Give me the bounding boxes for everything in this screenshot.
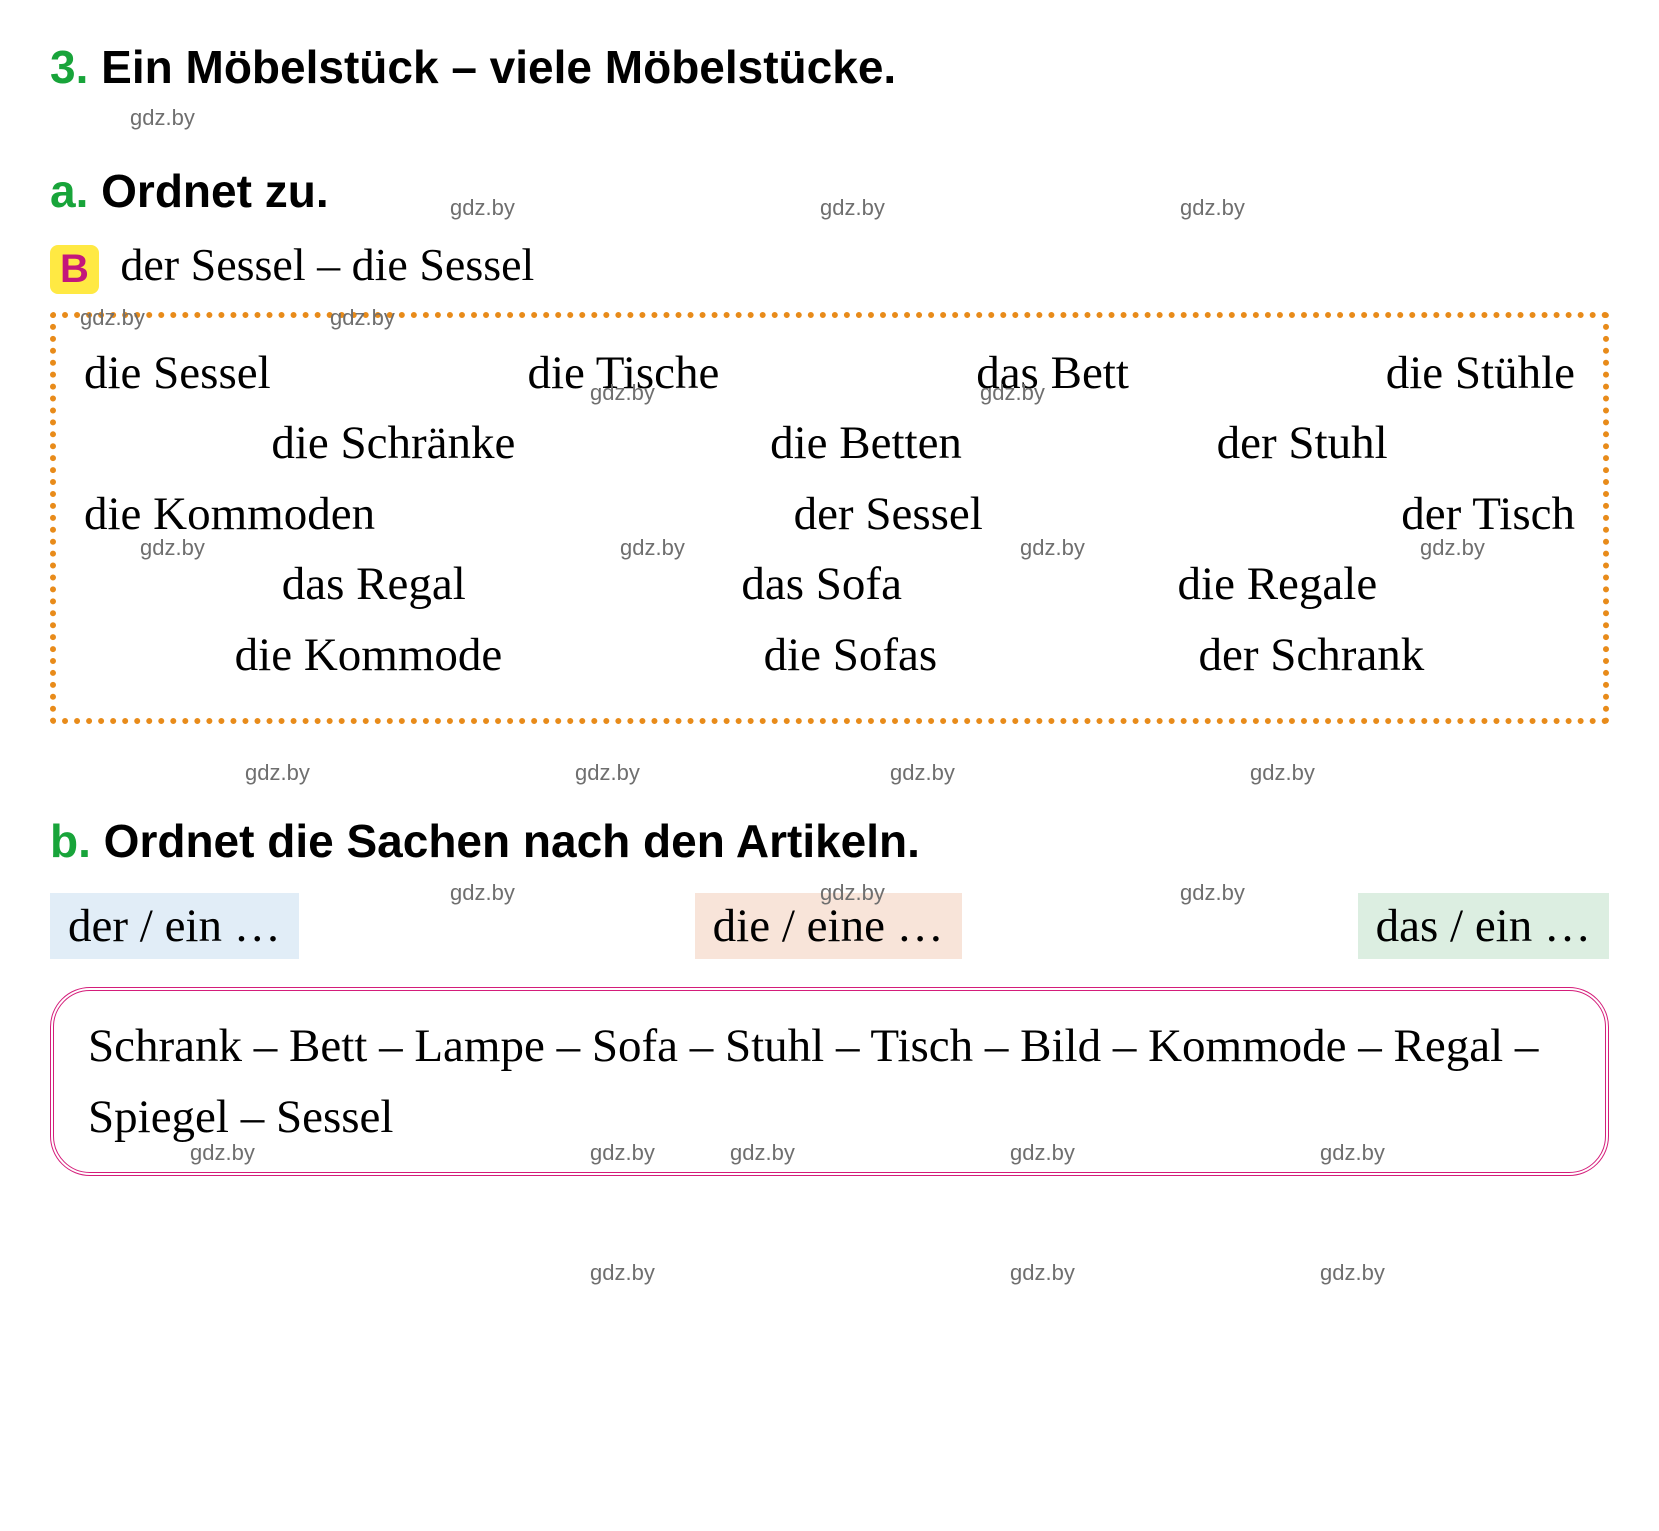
word: die Betten bbox=[770, 408, 962, 479]
watermark: gdz.by bbox=[1320, 1260, 1385, 1286]
watermark: gdz.by bbox=[1010, 1260, 1075, 1286]
watermark: gdz.by bbox=[130, 105, 195, 131]
word-row-2: die Schränke die Betten der Stuhl bbox=[84, 408, 1575, 479]
word: der Tisch bbox=[1401, 479, 1575, 550]
word: die Sofas bbox=[764, 620, 938, 691]
watermark: gdz.by bbox=[1250, 760, 1315, 786]
word: der Sessel bbox=[794, 479, 983, 550]
watermark: gdz.by bbox=[890, 760, 955, 786]
heading-b-text: Ordnet die Sachen nach den Artikeln. bbox=[104, 815, 920, 867]
article-die: die / eine … bbox=[695, 893, 962, 959]
word: der Stuhl bbox=[1217, 408, 1388, 479]
word-row-1: die Sessel die Tische das Bett die Stühl… bbox=[84, 338, 1575, 409]
exercise-number: 3. bbox=[50, 41, 88, 93]
article-row: der / ein … die / eine … das / ein … bbox=[50, 893, 1609, 959]
subpart-letter-b: b. bbox=[50, 815, 91, 867]
word: die Tische bbox=[527, 338, 719, 409]
example-badge: B bbox=[50, 245, 99, 294]
word: die Stühle bbox=[1386, 338, 1575, 409]
word: das Bett bbox=[976, 338, 1129, 409]
heading-a: a. Ordnet zu. bbox=[50, 164, 1609, 218]
article-das: das / ein … bbox=[1358, 893, 1609, 959]
heading-a-text: Ordnet zu. bbox=[101, 165, 328, 217]
word: die Schränke bbox=[271, 408, 515, 479]
watermark: gdz.by bbox=[575, 760, 640, 786]
heading-3-text: Ein Möbelstück – viele Möbelstücke. bbox=[101, 41, 896, 93]
article-der: der / ein … bbox=[50, 893, 299, 959]
noun-list-text: Schrank – Bett – Lampe – Sofa – Stuhl – … bbox=[88, 1020, 1538, 1143]
word: die Sessel bbox=[84, 338, 271, 409]
word: die Regale bbox=[1178, 549, 1378, 620]
word: der Schrank bbox=[1199, 620, 1425, 691]
heading-3: 3. Ein Möbelstück – viele Möbelstücke. bbox=[50, 40, 1609, 94]
word: die Kommoden bbox=[84, 479, 375, 550]
watermark: gdz.by bbox=[590, 1260, 655, 1286]
example-text: der Sessel – die Sessel bbox=[120, 239, 534, 290]
word-row-5: die Kommode die Sofas der Schrank bbox=[84, 620, 1575, 691]
watermark: gdz.by bbox=[245, 760, 310, 786]
noun-list-box: Schrank – Bett – Lampe – Sofa – Stuhl – … bbox=[50, 987, 1609, 1176]
heading-b: b. Ordnet die Sachen nach den Artikeln. bbox=[50, 814, 1609, 868]
word-box: die Sessel die Tische das Bett die Stühl… bbox=[50, 312, 1609, 725]
page: 3. Ein Möbelstück – viele Möbelstücke. a… bbox=[50, 40, 1609, 1176]
word-row-4: das Regal das Sofa die Regale bbox=[84, 549, 1575, 620]
word: die Kommode bbox=[235, 620, 503, 691]
word: das Regal bbox=[282, 549, 466, 620]
example-line: B der Sessel – die Sessel bbox=[50, 238, 1609, 294]
word: das Sofa bbox=[741, 549, 902, 620]
subpart-letter-a: a. bbox=[50, 165, 88, 217]
word-row-3: die Kommoden der Sessel der Tisch bbox=[84, 479, 1575, 550]
